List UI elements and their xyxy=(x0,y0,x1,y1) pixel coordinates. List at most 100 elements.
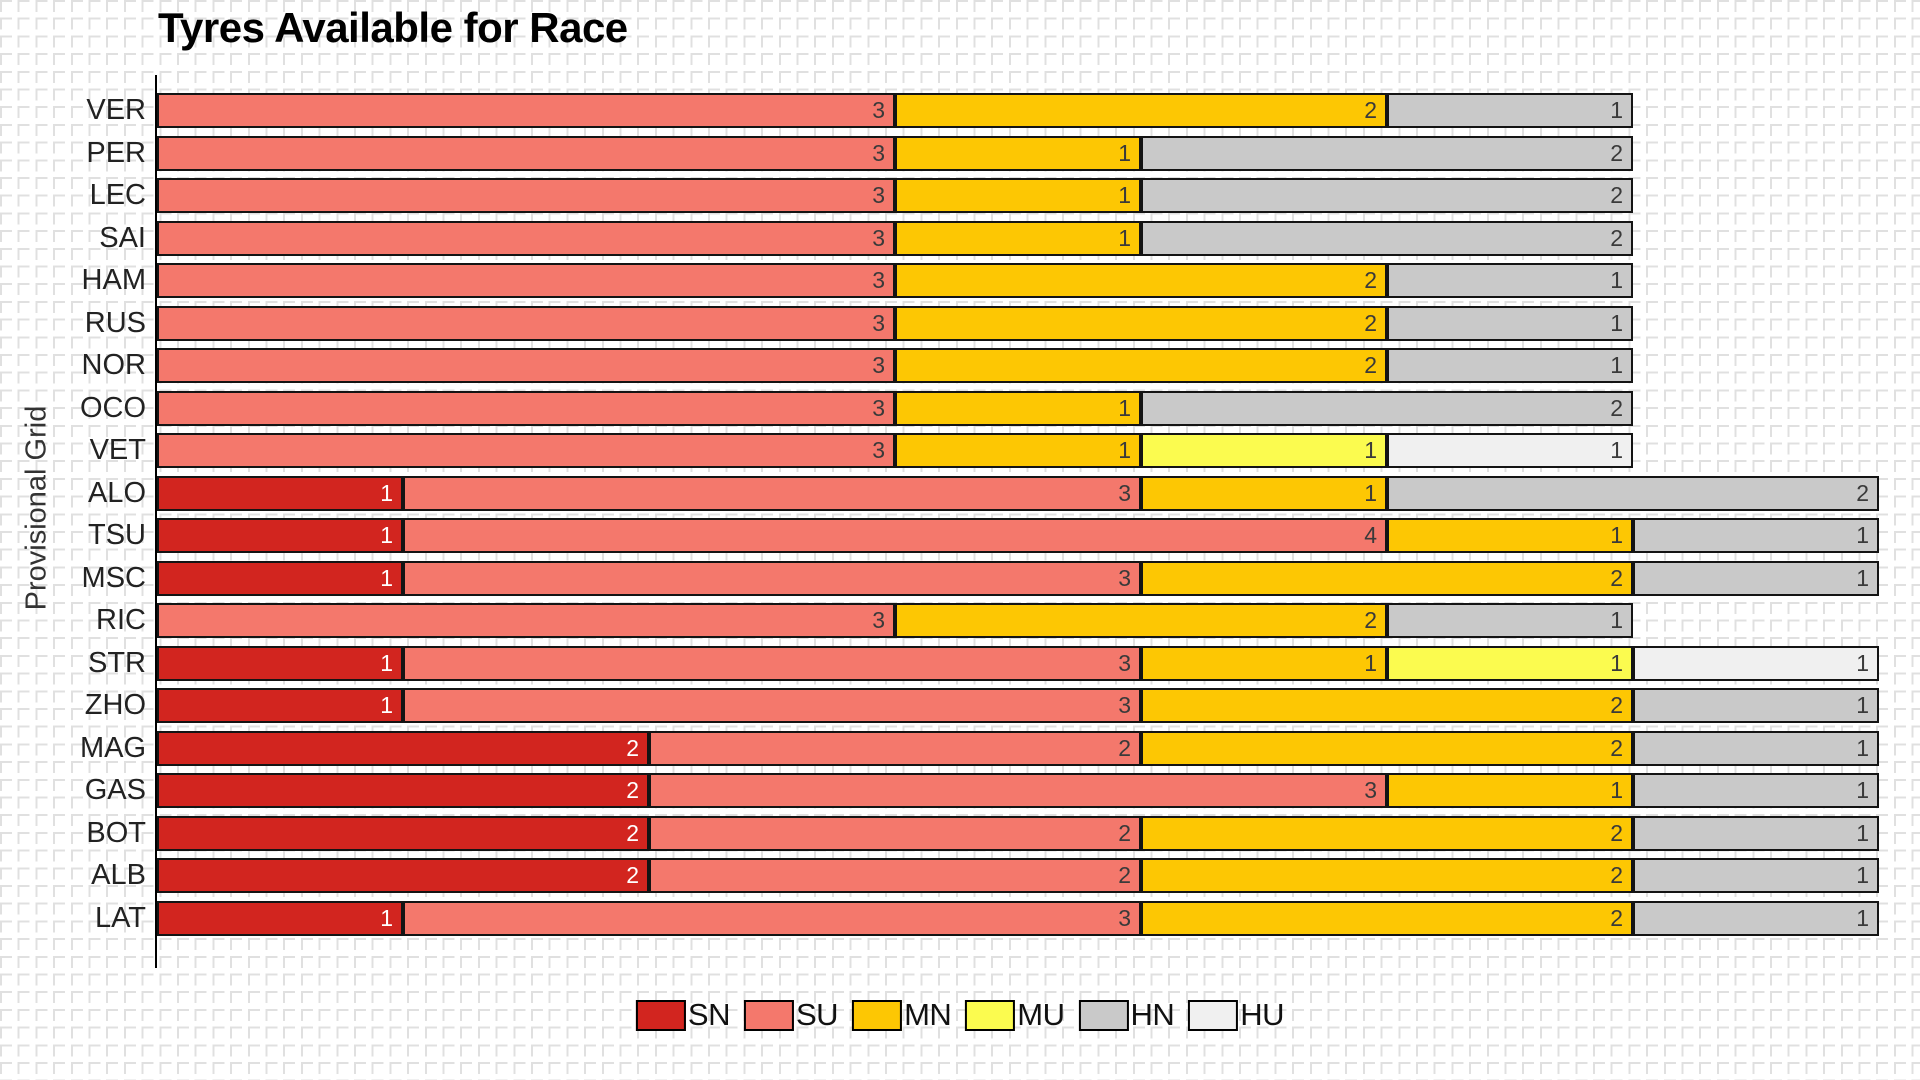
bar-segment-mn: 2 xyxy=(895,603,1387,638)
bar-segment-su: 3 xyxy=(157,603,895,638)
bar-value-label: 2 xyxy=(626,819,639,846)
legend-label-mu: MU xyxy=(1017,997,1065,1032)
bar-segment-su: 3 xyxy=(157,348,895,383)
bar-segment-su: 3 xyxy=(157,135,895,171)
bar-segment-hn: 2 xyxy=(1141,220,1633,256)
legend-item-hu: HU xyxy=(1188,997,1285,1033)
bar-segment-hn: 2 xyxy=(1141,390,1633,426)
bar-value-label: 3 xyxy=(872,224,885,251)
bar-value-label: 2 xyxy=(1610,564,1623,591)
bar-value-label: 3 xyxy=(872,139,885,166)
bar-segment-su: 3 xyxy=(403,475,1141,511)
bar-value-label: 1 xyxy=(1364,479,1377,506)
bar-segment-hn: 1 xyxy=(1633,560,1879,596)
bar-value-label: 2 xyxy=(1118,862,1131,888)
bar-row-mag: MAG 2 2 2 1 xyxy=(0,730,1920,766)
bar-value-label: 1 xyxy=(1118,139,1131,166)
bar-value-label: 2 xyxy=(1364,309,1377,336)
bar-segment-mn: 2 xyxy=(1141,560,1633,596)
bar-value-label: 3 xyxy=(872,437,885,463)
bar-segment-sn: 1 xyxy=(157,518,403,553)
bar-segment-hu: 1 xyxy=(1633,645,1879,681)
ytick-label-msc: MSC xyxy=(81,561,146,594)
bar-value-label: 3 xyxy=(872,607,885,633)
bar-segment-mn: 2 xyxy=(1141,815,1633,851)
ytick-label-vet: VET xyxy=(89,434,146,466)
bar-value-label: 1 xyxy=(1610,97,1623,123)
bar-value-label: 1 xyxy=(1610,437,1623,463)
bar-row-oco: OCO 3 1 2 xyxy=(0,390,1920,426)
bar-value-label: 2 xyxy=(626,734,639,761)
bar-value-label: 3 xyxy=(1118,692,1131,718)
legend: SN SU MN MU HN HU xyxy=(635,997,1285,1033)
bar-row-zho: ZHO 1 3 2 1 xyxy=(0,688,1920,723)
legend-item-mu: MU xyxy=(965,997,1065,1033)
bar-value-label: 2 xyxy=(1610,904,1623,931)
bar-value-label: 2 xyxy=(626,777,639,803)
ytick-label-ric: RIC xyxy=(96,604,146,636)
bar-segment-su: 3 xyxy=(403,900,1141,936)
bar-row-lat: LAT 1 3 2 1 xyxy=(0,900,1920,936)
bar-value-label: 1 xyxy=(1610,352,1623,378)
bar-value-label: 3 xyxy=(872,352,885,378)
bar-value-label: 1 xyxy=(1856,904,1869,931)
legend-item-hn: HN xyxy=(1078,997,1175,1033)
bar-segment-mu: 1 xyxy=(1141,433,1387,468)
bar-value-label: 1 xyxy=(1856,692,1869,718)
ytick-label-oco: OCO xyxy=(79,391,146,424)
bar-segment-hn: 1 xyxy=(1387,93,1633,128)
bar-segment-hn: 2 xyxy=(1141,135,1633,171)
chart-title: Tyres Available for Race xyxy=(158,4,628,51)
bar-value-label: 1 xyxy=(1610,777,1623,803)
bar-value-label: 3 xyxy=(1118,479,1131,506)
bar-segment-sn: 2 xyxy=(157,815,649,851)
bar-value-label: 1 xyxy=(380,522,393,548)
bar-value-label: 1 xyxy=(1118,394,1131,421)
bar-row-ver: VER 3 2 1 xyxy=(0,93,1920,128)
bar-segment-su: 2 xyxy=(649,730,1141,766)
bar-value-label: 2 xyxy=(1364,97,1377,123)
bar-value-label: 1 xyxy=(1610,267,1623,293)
ytick-label-mag: MAG xyxy=(79,731,146,764)
bar-value-label: 4 xyxy=(1364,522,1377,548)
bar-row-ric: RIC 3 2 1 xyxy=(0,603,1920,638)
bar-value-label: 2 xyxy=(626,862,639,888)
bar-row-rus: RUS 3 2 1 xyxy=(0,305,1920,341)
bar-row-gas: GAS 2 3 1 1 xyxy=(0,773,1920,808)
ytick-label-lat: LAT xyxy=(94,901,146,934)
bar-segment-hn: 1 xyxy=(1387,305,1633,341)
bar-value-label: 2 xyxy=(1118,819,1131,846)
bar-value-label: 1 xyxy=(1610,649,1623,676)
legend-swatch-sn xyxy=(635,999,686,1031)
bar-segment-mn: 2 xyxy=(1141,730,1633,766)
ytick-label-str: STR xyxy=(88,646,146,679)
legend-swatch-mu xyxy=(965,999,1016,1031)
legend-swatch-mn xyxy=(852,999,903,1031)
bar-value-label: 1 xyxy=(1118,182,1131,208)
bar-segment-mn: 2 xyxy=(895,348,1387,383)
bar-segment-hn: 2 xyxy=(1141,178,1633,213)
bar-value-label: 1 xyxy=(1856,734,1869,761)
legend-label-su: SU xyxy=(796,997,839,1032)
ytick-label-ham: HAM xyxy=(81,264,146,296)
bar-segment-mn: 1 xyxy=(1141,475,1387,511)
bar-segment-su: 3 xyxy=(157,390,895,426)
bar-row-tsu: TSU 1 4 1 1 xyxy=(0,518,1920,553)
bar-segment-su: 3 xyxy=(157,263,895,298)
legend-label-hn: HN xyxy=(1130,997,1175,1032)
legend-item-sn: SN xyxy=(635,997,731,1033)
bar-row-msc: MSC 1 3 2 1 xyxy=(0,560,1920,596)
bar-value-label: 3 xyxy=(1364,777,1377,803)
legend-item-mn: MN xyxy=(852,997,952,1033)
bar-segment-hn: 1 xyxy=(1633,688,1879,723)
bar-segment-mn: 2 xyxy=(1141,688,1633,723)
bar-value-label: 1 xyxy=(380,649,393,676)
bar-segment-sn: 1 xyxy=(157,475,403,511)
bar-segment-mn: 1 xyxy=(1387,773,1633,808)
ytick-label-zho: ZHO xyxy=(84,689,146,721)
ytick-label-lec: LEC xyxy=(89,179,146,211)
bar-segment-mn: 1 xyxy=(895,178,1141,213)
bar-segment-su: 3 xyxy=(403,560,1141,596)
ytick-label-sai: SAI xyxy=(99,221,146,254)
bar-value-label: 3 xyxy=(872,267,885,293)
